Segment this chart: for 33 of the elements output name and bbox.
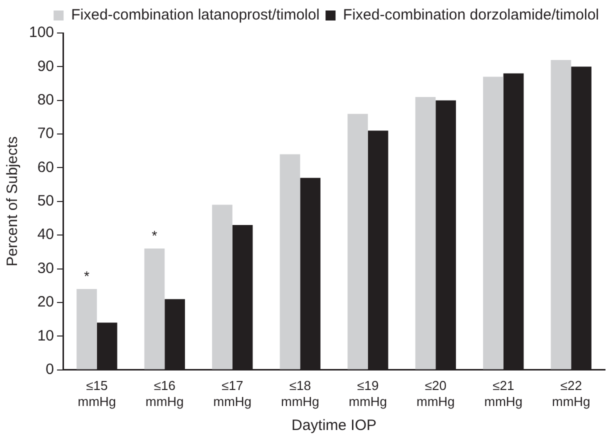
bar bbox=[483, 76, 504, 370]
y-tick-label: 30 bbox=[37, 260, 54, 277]
x-tick-label: ≤20 mmHg bbox=[416, 378, 455, 409]
y-tick-label: 0 bbox=[46, 360, 54, 378]
bar bbox=[144, 248, 165, 370]
legend-label: Fixed-combination latanoprost/timolol bbox=[71, 6, 320, 24]
annotation: * bbox=[152, 227, 158, 244]
bar bbox=[212, 204, 232, 370]
x-tick-label: ≤18 mmHg bbox=[281, 378, 320, 409]
x-tick-label: ≤16 mmHg bbox=[146, 378, 184, 409]
y-tick-label: 100 bbox=[28, 24, 54, 42]
bar bbox=[550, 60, 572, 370]
y-tick-label: 40 bbox=[37, 226, 54, 244]
y-tick-label: 70 bbox=[37, 125, 54, 142]
bar bbox=[76, 288, 97, 370]
y-tick-label: 10 bbox=[37, 327, 54, 344]
bar bbox=[415, 96, 436, 370]
y-tick-label: 20 bbox=[37, 294, 54, 311]
y-tick-label: 50 bbox=[37, 192, 54, 210]
x-tick-label: ≤19 mmHg bbox=[348, 378, 388, 409]
y-tick-label: 90 bbox=[37, 58, 54, 75]
bar bbox=[280, 154, 300, 370]
x-axis-title: Daytime IOP bbox=[292, 417, 377, 434]
y-axis-title: Percent of Subjects bbox=[4, 136, 22, 266]
x-tick-label: ≤17 mmHg bbox=[213, 378, 252, 409]
bar bbox=[348, 114, 368, 370]
x-tick-label: ≤21 mmHg bbox=[484, 378, 523, 409]
x-tick-label: ≤15 mmHg bbox=[78, 378, 116, 409]
x-tick-label: ≤22 mmHg bbox=[552, 378, 590, 409]
y-tick-label: 60 bbox=[37, 158, 54, 176]
legend-label: Fixed-combination dorzolamide/timolol bbox=[343, 6, 600, 24]
annotation: * bbox=[84, 268, 90, 284]
y-tick-label: 80 bbox=[37, 92, 54, 108]
